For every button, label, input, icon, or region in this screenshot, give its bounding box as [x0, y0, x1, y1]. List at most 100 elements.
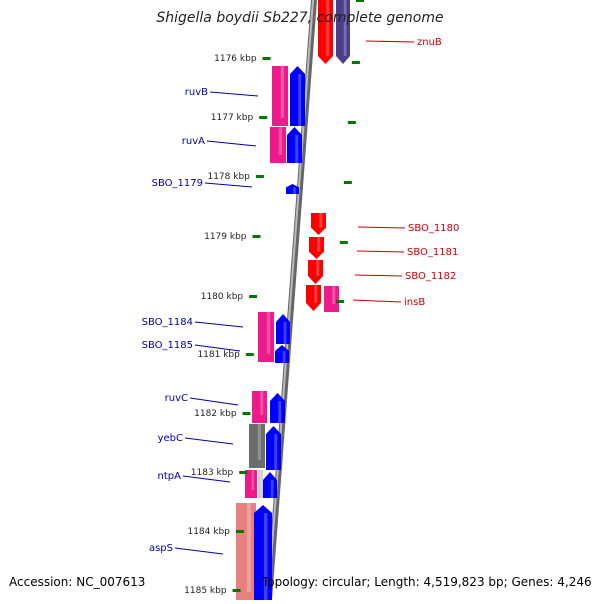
tick-mark: [262, 57, 271, 60]
gene-block-shade: [251, 470, 254, 490]
tick-mark: [242, 412, 251, 415]
gene-label: ruvC: [165, 393, 188, 404]
accession-text: Accession: NC_007613: [9, 575, 146, 589]
gene-block: [236, 503, 256, 600]
tick-label: 1178 kbp: [207, 172, 250, 182]
gene-block: [245, 470, 257, 498]
gene-block-shade: [319, 213, 323, 228]
gene-block: [258, 312, 274, 362]
gene-label: ntpA: [158, 471, 182, 482]
tick-mark: [259, 116, 268, 119]
tick-label: 1181 kbp: [197, 350, 240, 360]
gene-block-shade: [274, 434, 278, 470]
gene-leader-line: [354, 274, 403, 277]
gene-block-shade: [314, 285, 318, 303]
gene-leader-line: [204, 182, 253, 188]
gene-block: [275, 345, 289, 363]
tick-mark: [245, 353, 254, 356]
gene-block-shade: [263, 513, 268, 600]
gene-block: [286, 184, 299, 194]
tick-mark: [252, 235, 261, 238]
gene-label: yebC: [158, 433, 183, 444]
gene-label: SBO_1180: [408, 223, 459, 234]
gene-block-shade: [298, 74, 302, 126]
tick-mark: [339, 241, 348, 244]
gene-block-shade: [282, 351, 286, 363]
gene-block: [270, 393, 285, 423]
gene-block: [287, 127, 302, 163]
gene-block-shade: [343, 0, 347, 56]
gene-block: [290, 66, 305, 126]
gene-block: [266, 426, 281, 470]
tick-mark: [232, 589, 241, 592]
tick-label: 1183 kbp: [191, 468, 234, 478]
labels: 1176 kbp 1177 kbp 1178 kbp 1179 kbp 1180 kbp…: [142, 0, 459, 596]
tick-label: 1180 kbp: [201, 292, 244, 302]
gene-block-shade: [278, 401, 282, 423]
gene-label: ruvB: [185, 87, 208, 98]
gene-block: [263, 472, 277, 498]
gene-leader-line: [189, 397, 239, 406]
gene-leader-line: [356, 250, 405, 253]
gene-leader-line: [209, 91, 259, 97]
gene-block-shade: [283, 322, 287, 344]
gene-leader-line: [352, 299, 402, 303]
gene-block: [318, 0, 333, 64]
tick-label: 1184 kbp: [187, 527, 230, 537]
tick-mark: [235, 530, 244, 533]
tick-mark: [255, 175, 264, 178]
gene-label: insB: [404, 297, 425, 308]
tick-mark: [335, 300, 344, 303]
gene-leader-line: [184, 437, 234, 445]
gene-block-shade: [280, 66, 284, 118]
gene-block-shade: [247, 503, 251, 592]
gene-leader-line: [194, 321, 244, 328]
tick-label: 1176 kbp: [214, 54, 257, 64]
gene-block: [254, 505, 272, 600]
gene-block-shade: [260, 470, 262, 490]
gene-block-shade: [278, 127, 282, 155]
topology-text: Topology: circular; Length: 4,519,823 bp…: [262, 575, 592, 589]
tick-label: 1185 kbp: [184, 586, 227, 596]
gene-leader-line: [206, 140, 257, 147]
tick-label: 1177 kbp: [211, 113, 254, 123]
gene-block: [276, 314, 290, 344]
tick-label: 1182 kbp: [194, 409, 237, 419]
gene-block-shade: [326, 0, 330, 56]
gene-label: ruvA: [182, 136, 205, 147]
gene-block: [336, 0, 350, 64]
gene-block-shade: [293, 187, 296, 194]
gene-leader-line: [194, 344, 241, 352]
gene-block-shade: [266, 312, 270, 354]
gene-block-shade: [270, 480, 274, 498]
gene-block-shade: [316, 260, 320, 276]
gene-leader-line: [357, 226, 406, 229]
gene-label: SBO_1179: [152, 178, 203, 189]
gene-block: [309, 237, 324, 259]
tick-mark: [343, 181, 352, 184]
gene-label: znuB: [417, 37, 442, 48]
gene-label: SBO_1182: [405, 271, 456, 282]
gene-leader-line: [182, 475, 231, 483]
map-title: Shigella boydii Sb227, complete genome: [156, 10, 444, 26]
tick-mark: [351, 61, 360, 64]
gene-block-shade: [260, 391, 264, 415]
gene-block: [324, 286, 339, 312]
gene-leader-line: [365, 40, 415, 43]
gene-label: SBO_1181: [407, 247, 458, 258]
gene-block: [270, 127, 286, 163]
gene-block: [306, 285, 321, 311]
tick-mark: [239, 471, 248, 474]
gene-features: [236, 0, 350, 600]
gene-block-shade: [295, 135, 299, 163]
tick-mark: [347, 121, 356, 124]
tick-mark: [249, 295, 258, 298]
gene-block: [272, 66, 288, 126]
gene-block: [252, 391, 267, 423]
gene-block: [258, 470, 263, 498]
gene-block: [308, 260, 323, 284]
gene-label: SBO_1185: [142, 340, 193, 351]
gene-block-shade: [332, 286, 336, 304]
